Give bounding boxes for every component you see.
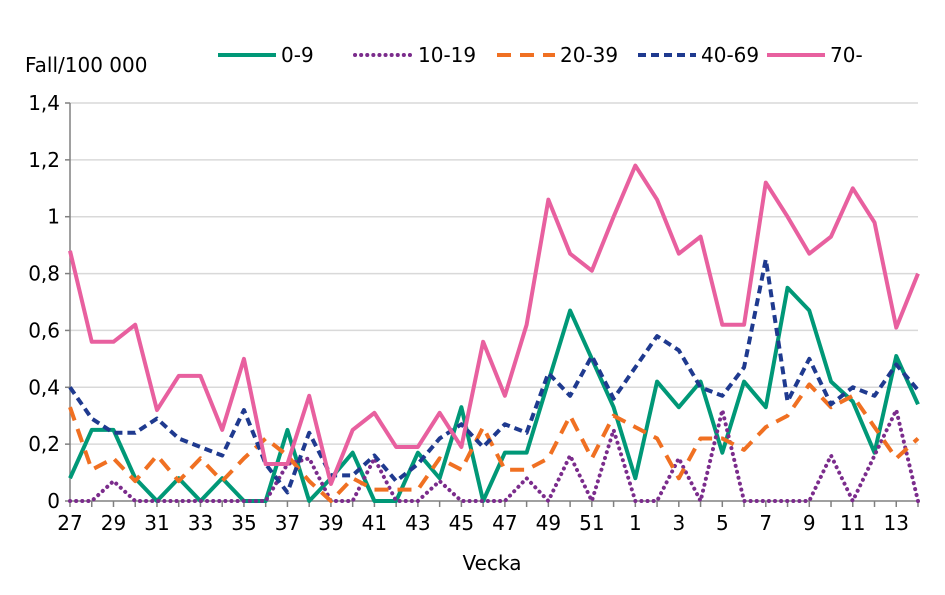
x-tick-label: 39 <box>318 511 343 535</box>
y-tick-label: 1 <box>47 205 60 229</box>
legend-label: 70- <box>830 43 863 67</box>
y-axis-title: Fall/100 000 <box>25 53 147 77</box>
y-tick-label: 0,4 <box>28 375 60 399</box>
x-axis-title: Vecka <box>463 551 522 575</box>
series-line-70- <box>68 163 920 486</box>
y-tick-label: 1,4 <box>28 91 60 115</box>
legend-label: 10-19 <box>418 43 476 67</box>
y-tick-label: 0 <box>47 489 60 513</box>
x-tick-label: 31 <box>144 511 169 535</box>
x-tick-label: 5 <box>716 511 729 535</box>
y-tick-label: 1,2 <box>28 148 60 172</box>
x-tick-label: 27 <box>57 511 82 535</box>
x-tick-label: 3 <box>672 511 685 535</box>
x-tick-label: 35 <box>231 511 256 535</box>
x-tick-label: 51 <box>579 511 604 535</box>
x-tick-label: 29 <box>101 511 126 535</box>
legend-label: 20-39 <box>560 43 618 67</box>
x-tick-label: 13 <box>884 511 909 535</box>
series-line-0-9 <box>68 285 920 503</box>
y-tick-label: 0,8 <box>28 262 60 286</box>
x-tick-label: 47 <box>492 511 517 535</box>
y-tick-label: 0,2 <box>28 432 60 456</box>
x-tick-label: 41 <box>362 511 387 535</box>
x-tick-label: 45 <box>449 511 474 535</box>
legend-label: 40-69 <box>701 43 759 67</box>
series-line-10-19 <box>68 408 920 503</box>
legend-label: 0-9 <box>281 43 314 67</box>
x-tick-label: 33 <box>188 511 213 535</box>
x-tick-label: 1 <box>629 511 642 535</box>
series-line-40-69 <box>68 257 920 495</box>
x-tick-label: 9 <box>803 511 816 535</box>
x-tick-label: 7 <box>759 511 772 535</box>
y-tick-label: 0,6 <box>28 318 60 342</box>
x-tick-label: 11 <box>840 511 865 535</box>
series-line-20-39 <box>68 382 920 503</box>
x-tick-label: 37 <box>275 511 300 535</box>
x-tick-label: 43 <box>405 511 430 535</box>
x-tick-label: 49 <box>536 511 561 535</box>
